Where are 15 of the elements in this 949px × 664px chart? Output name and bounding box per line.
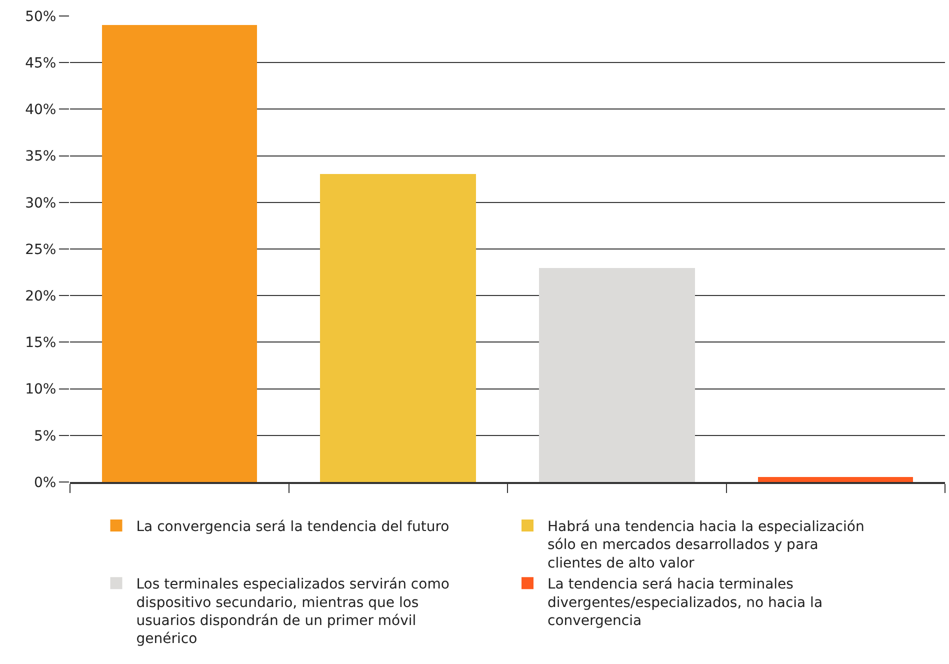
y-tick-label: 15% xyxy=(25,335,56,352)
legend-label: La tendencia será hacia terminales divergentes/especializados, no hacia la convergencia xyxy=(548,576,823,630)
y-tick-label: 30% xyxy=(25,195,56,212)
y-tick-label: 5% xyxy=(34,428,56,444)
y-tick-label: 50% xyxy=(25,8,56,25)
y-tick-label: 0% xyxy=(34,474,56,491)
y-tick-label: 25% xyxy=(25,242,56,258)
y-tick-label: 45% xyxy=(25,56,56,72)
legend-label: Los terminales especializados servirán como dispositivo secundario, mientras que los usuarios dispondrán de un primer móvil genérico xyxy=(136,576,450,648)
y-tick-label: 20% xyxy=(25,288,56,304)
legend-label: Habrá una tendencia hacia la especialización sólo en mercados desarrollados y para clientes de alto valor xyxy=(548,519,864,572)
y-tick-label: 10% xyxy=(25,382,56,398)
y-tick-label: 35% xyxy=(25,148,56,165)
legend-label: La convergencia será la tendencia del futuro xyxy=(136,519,450,536)
y-tick-label: 40% xyxy=(25,102,56,118)
